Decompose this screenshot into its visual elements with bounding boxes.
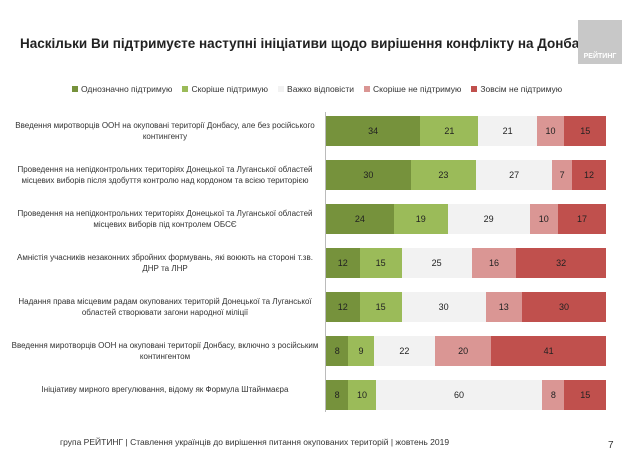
bar-segment: 12 [572, 160, 606, 190]
bar-segment: 19 [393, 204, 448, 234]
bar-segment: 25 [401, 248, 472, 278]
legend-swatch [364, 86, 371, 92]
legend-item: Однозначно підтримую [72, 84, 172, 94]
rating-logo: РЕЙТИНГ [578, 20, 622, 64]
bar-segment: 8 [542, 380, 565, 410]
bar-segment: 17 [557, 204, 606, 234]
legend-item: Скоріше підтримую [182, 84, 268, 94]
bar-segment: 13 [485, 292, 522, 322]
category-label: Проведення на непідконтрольних територія… [17, 165, 313, 185]
legend-item: Важко відповісти [278, 84, 354, 94]
legend: Однозначно підтримую Скоріше підтримую Важ… [72, 84, 562, 94]
legend-label: Зовсім не підтримую [480, 84, 563, 94]
bar-segment: 22 [373, 336, 436, 366]
category-label: Введення миротворців ООН на окуповані те… [11, 341, 319, 361]
legend-item: Скоріше не підтримую [364, 84, 461, 94]
bar-segment: 24 [326, 204, 394, 234]
bar-segment: 8 [326, 336, 349, 366]
bar-segment: 27 [475, 160, 553, 190]
bar-segment: 16 [471, 248, 517, 278]
bar-segment: 15 [359, 292, 402, 322]
footer: група РЕЙТИНГ | Ставлення українців до в… [60, 437, 450, 447]
bar-segment: 41 [491, 336, 606, 366]
bar-segment: 20 [435, 336, 492, 366]
bar-segment: 7 [552, 160, 573, 190]
chart-title: Наскільки Ви підтримуєте наступні ініціа… [20, 36, 614, 51]
legend-label: Скоріше підтримую [191, 84, 269, 94]
bar-segment: 30 [522, 292, 606, 322]
legend-item: Зовсім не підтримую [471, 84, 562, 94]
bar-segment: 10 [348, 380, 376, 410]
bar-segment: 23 [410, 160, 476, 190]
legend-swatch [278, 86, 285, 92]
legend-label: Однозначно підтримую [81, 84, 173, 94]
bar-segment: 15 [359, 248, 402, 278]
legend-swatch [471, 86, 478, 92]
bar-segment: 34 [326, 116, 421, 146]
category-axis [325, 112, 326, 412]
bar-segment: 21 [420, 116, 479, 146]
category-label: Проведення на непідконтрольних територія… [17, 209, 313, 229]
category-label: Введення миротворців ООН на окуповані те… [15, 121, 315, 141]
bar-segment: 10 [529, 204, 558, 234]
bar-segment: 12 [326, 292, 360, 322]
bar-segment: 30 [326, 160, 411, 190]
category-label: Ініціативу мирного врегулювання, відому … [41, 385, 289, 394]
bar-segment: 9 [348, 336, 374, 366]
bar-segment: 15 [564, 116, 606, 146]
bar-segment: 29 [447, 204, 530, 234]
legend-swatch [72, 86, 78, 92]
bar-segment: 30 [401, 292, 486, 322]
bar-segment: 8 [326, 380, 349, 410]
bar-segment: 12 [326, 248, 360, 278]
category-label: Надання права місцевим радам окупованих … [18, 297, 312, 317]
legend-swatch [182, 86, 189, 92]
category-label: Амністія учасників незаконних збройних ф… [17, 253, 313, 273]
bar-segment: 15 [564, 380, 606, 410]
bar-segment: 10 [536, 116, 565, 146]
legend-label: Скоріше не підтримую [373, 84, 462, 94]
bar-segment: 32 [516, 248, 606, 278]
bar-segment: 60 [375, 380, 543, 410]
bar-segment: 21 [478, 116, 537, 146]
page-number: 7 [608, 440, 614, 451]
legend-label: Важко відповісти [287, 84, 355, 94]
